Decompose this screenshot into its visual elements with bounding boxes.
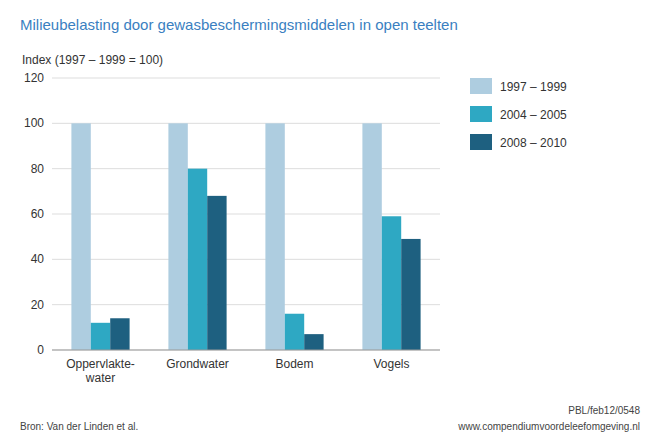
bar: [362, 123, 381, 350]
bar: [207, 196, 226, 350]
grid-line: [52, 350, 440, 351]
legend-swatch: [470, 134, 492, 150]
x-tick-label-line: Grondwater: [166, 357, 229, 371]
bar: [304, 334, 323, 350]
y-tick-label: 60: [31, 207, 45, 221]
y-tick-label: 80: [31, 162, 45, 176]
y-tick-label: 120: [24, 71, 44, 85]
x-tick-label-line: water: [85, 371, 115, 385]
y-tick-label: 0: [37, 343, 44, 357]
x-tick-label: Grondwater: [166, 357, 229, 371]
y-tick-label: 40: [31, 252, 45, 266]
legend-label: 2008 – 2010: [500, 136, 567, 150]
legend-label: 2004 – 2005: [500, 108, 567, 122]
bar: [91, 323, 110, 350]
legend-label: 1997 – 1999: [500, 80, 567, 94]
bar: [168, 123, 187, 350]
x-tick-label-line: Bodem: [275, 357, 313, 371]
legend-swatch: [470, 78, 492, 94]
x-tick-label: Bodem: [275, 357, 313, 371]
y-axis-label: Index (1997 – 1999 = 100): [22, 53, 163, 67]
grid-line: [52, 78, 440, 79]
chart-svg: Milieubelasting door gewasbeschermingsmi…: [0, 0, 660, 441]
x-tick-label: Oppervlakte-water: [66, 357, 135, 385]
bars: [71, 123, 420, 350]
y-tick-label: 100: [24, 116, 44, 130]
bar: [110, 318, 129, 350]
annotation: PBL/feb12/0548: [568, 405, 640, 416]
legend-swatch: [470, 106, 492, 122]
bar: [401, 239, 420, 350]
x-tick-label-line: Vogels: [373, 357, 409, 371]
chart-container: Milieubelasting door gewasbeschermingsmi…: [0, 0, 660, 441]
x-tick-label: Vogels: [373, 357, 409, 371]
x-axis-line: [52, 350, 440, 351]
title: Milieubelasting door gewasbeschermingsmi…: [20, 16, 458, 33]
annotation: Bron: Van der Linden et al.: [20, 421, 138, 432]
annotation: www.compendiumvoordeleefomgeving.nl: [457, 421, 640, 432]
bar: [265, 123, 284, 350]
y-tick-label: 20: [31, 298, 45, 312]
bar: [382, 216, 401, 350]
bar: [71, 123, 90, 350]
bar: [285, 314, 304, 350]
bar: [188, 169, 207, 350]
x-tick-label-line: Oppervlakte-: [66, 357, 135, 371]
